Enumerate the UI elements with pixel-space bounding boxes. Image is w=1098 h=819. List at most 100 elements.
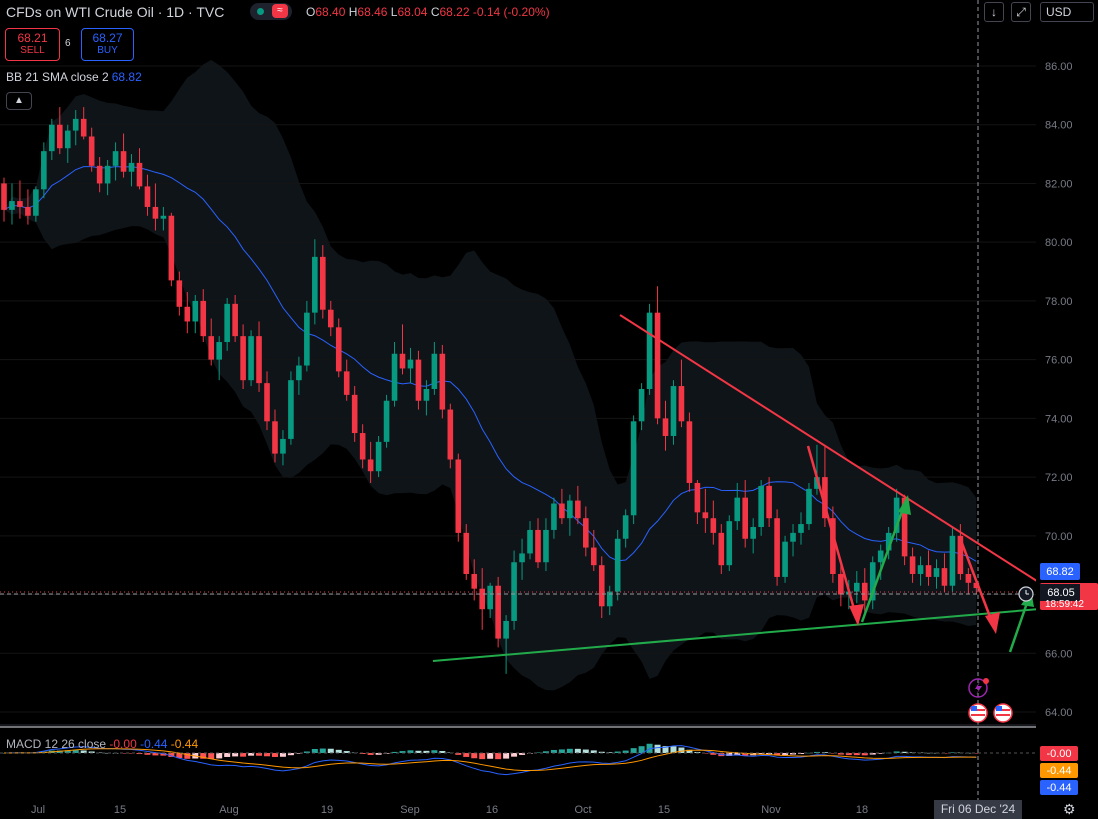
macd-signal-value: -0.44 <box>170 737 199 751</box>
bb-basis-price-tag <box>1040 563 1080 580</box>
bb-indicator-legend[interactable]: BB 21 SMA close 2 68.82 <box>6 70 142 84</box>
candle-body <box>232 303 238 337</box>
red-arrow-1[interactable] <box>806 445 864 626</box>
candle-body <box>184 306 191 322</box>
macd-hist-bar <box>893 751 900 753</box>
fullscreen-icon[interactable]: ⤢ <box>1011 2 1031 22</box>
us-flag-icon[interactable] <box>968 703 988 723</box>
bollinger-basis-line <box>3 166 977 562</box>
candle-body <box>567 500 573 519</box>
symbol-title[interactable]: CFDs on WTI Crude Oil · 1D · TVC <box>6 4 225 20</box>
macd-line-label: -0.44 <box>1046 782 1071 794</box>
candle-body <box>9 201 15 210</box>
candle-body <box>415 359 422 401</box>
macd-hist-bar <box>295 753 302 754</box>
candle-body <box>622 515 629 539</box>
buy-button[interactable]: 68.27 BUY <box>81 28 134 61</box>
macd-hist-bar <box>367 753 374 755</box>
bollinger-band-area <box>4 60 977 691</box>
macd-hist-bar <box>96 752 103 754</box>
candle-body <box>941 568 948 586</box>
clock-icon[interactable] <box>1018 586 1034 602</box>
macd-hist-bar <box>686 749 693 753</box>
candle-body <box>88 136 95 166</box>
candle-body <box>192 300 199 322</box>
macd-hist-bar <box>542 751 549 753</box>
price-tick-label: 76.00 <box>1045 355 1073 367</box>
macd-hist-bar <box>264 753 271 757</box>
macd-hist-value: -0.00 <box>109 737 137 751</box>
candle-body <box>590 547 597 566</box>
collapse-chevron-icon[interactable]: ▲ <box>6 92 32 110</box>
candle-body <box>535 529 541 563</box>
macd-hist-bar <box>152 753 159 756</box>
macd-hist-bar <box>415 750 422 753</box>
bb-basis-price-label: 68.82 <box>1046 566 1074 578</box>
macd-hist-bar <box>327 748 334 753</box>
macd-hist-bar <box>694 751 701 753</box>
macd-hist-bar <box>224 753 231 757</box>
candle-body <box>614 538 621 592</box>
market-status[interactable]: ≈ <box>250 3 292 20</box>
candle-body <box>893 497 900 533</box>
macd-hist-bar <box>455 753 462 755</box>
candle-body <box>742 497 749 539</box>
candle-body <box>925 565 932 577</box>
candle-body <box>25 206 31 216</box>
macd-hist-bar <box>606 752 613 753</box>
candle-body <box>949 535 956 586</box>
macd-hist-bar <box>766 753 773 755</box>
macd-hist-bar <box>566 748 573 753</box>
time-tick-label: 18 <box>856 804 868 816</box>
macd-hist-bar <box>471 753 478 759</box>
candle-body <box>288 380 294 439</box>
candle-body <box>320 256 326 310</box>
candle-body <box>686 421 693 483</box>
macd-hist-bar <box>726 753 733 756</box>
macd-hist-bar <box>407 750 414 753</box>
macd-legend[interactable]: MACD 12 26 close -0.00 -0.44 -0.44 <box>6 737 198 751</box>
crosshair-price-tag <box>1040 584 1080 601</box>
macd-hist-bar <box>590 750 597 753</box>
macd-hist-bar <box>375 753 382 755</box>
macd-hist-bar <box>279 753 286 757</box>
candle-body <box>758 485 764 528</box>
candle-body <box>638 389 645 422</box>
macd-hist-bar <box>232 753 239 757</box>
us-flag-icon[interactable] <box>993 703 1013 723</box>
candle-body <box>17 201 23 207</box>
macd-hist-bar <box>335 749 342 753</box>
green-arrow-1[interactable] <box>860 495 911 623</box>
spread-value: 6 <box>65 38 71 49</box>
candle-body <box>710 518 717 533</box>
candle-body <box>240 336 246 381</box>
candle-body <box>216 342 222 360</box>
macd-hist-bar <box>72 750 79 753</box>
currency-select[interactable]: USD <box>1040 2 1094 22</box>
sell-button[interactable]: 68.21 SELL <box>5 28 60 61</box>
macd-hist-bar <box>949 752 956 753</box>
price-tick-label: 78.00 <box>1045 296 1073 308</box>
download-icon[interactable]: ↓ <box>984 2 1004 22</box>
resistance-trendline[interactable] <box>619 314 1041 584</box>
macd-hist-bar <box>829 753 836 754</box>
macd-hist-bar <box>550 749 557 753</box>
candle-body <box>33 189 39 216</box>
support-trendline[interactable] <box>432 603 1098 662</box>
candle-body <box>49 124 55 152</box>
candle-body <box>431 353 438 389</box>
macd-hist-bar <box>271 753 278 757</box>
candle-body <box>256 336 262 384</box>
red-arrow-2[interactable] <box>958 537 1000 634</box>
candle-body <box>917 565 924 574</box>
macd-hist-bar <box>120 753 127 754</box>
candles <box>1 107 980 674</box>
alert-flash-icon[interactable] <box>968 678 989 698</box>
macd-line-tag <box>1040 780 1078 795</box>
price-axis[interactable] <box>1036 0 1098 800</box>
settings-icon[interactable]: ⚙ <box>1063 801 1076 817</box>
macd-hist-bar <box>311 748 318 753</box>
sell-label: SELL <box>20 45 45 56</box>
macd-signal-line <box>3 748 977 772</box>
